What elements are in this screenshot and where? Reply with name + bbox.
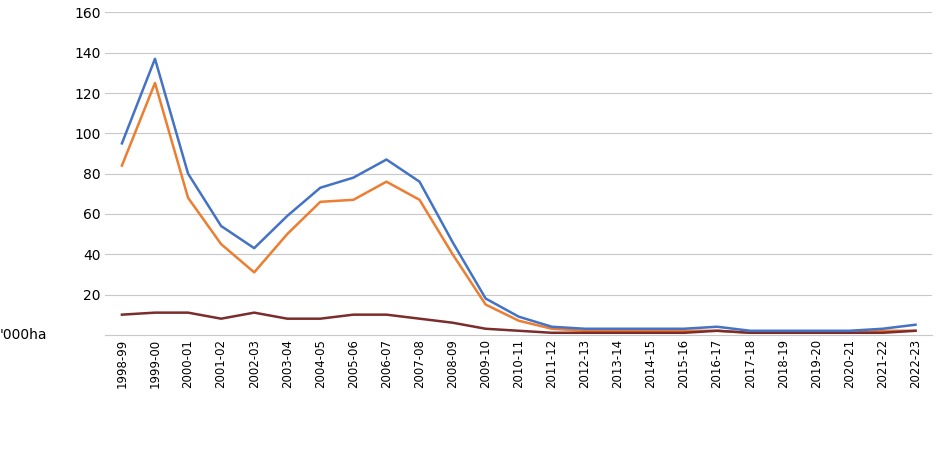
Softwood [182, 310, 193, 315]
Total [480, 296, 491, 301]
Hardwood [381, 179, 393, 185]
Total [910, 322, 921, 327]
Hardwood [579, 328, 591, 333]
Softwood [282, 316, 293, 321]
Softwood [215, 316, 226, 321]
Total [315, 185, 326, 191]
Softwood [612, 330, 623, 336]
Total [282, 213, 293, 219]
Softwood [678, 330, 689, 336]
Total [347, 175, 359, 180]
Hardwood [215, 241, 226, 247]
Total [381, 157, 393, 162]
Hardwood [745, 330, 756, 336]
Total [215, 223, 226, 229]
Hardwood [844, 330, 855, 336]
Softwood [116, 312, 128, 318]
Total [249, 246, 260, 251]
Hardwood [910, 328, 921, 333]
Softwood [513, 328, 524, 333]
Hardwood [116, 163, 128, 168]
Softwood [844, 330, 855, 336]
Total [678, 326, 689, 332]
Hardwood [347, 197, 359, 203]
Total [149, 56, 161, 61]
Hardwood [810, 330, 822, 336]
Text: '000ha: '000ha [0, 328, 48, 342]
Softwood [877, 330, 888, 336]
Hardwood [480, 302, 491, 307]
Total [745, 328, 756, 333]
Hardwood [777, 330, 789, 336]
Softwood [579, 330, 591, 336]
Total [116, 140, 128, 146]
Hardwood [645, 328, 656, 333]
Total [877, 326, 888, 332]
Softwood [480, 326, 491, 332]
Hardwood [414, 197, 425, 203]
Total [414, 179, 425, 185]
Softwood [546, 330, 558, 336]
Hardwood [282, 231, 293, 237]
Hardwood [612, 328, 623, 333]
Hardwood [149, 80, 161, 86]
Total [513, 314, 524, 319]
Hardwood [678, 328, 689, 333]
Softwood [810, 330, 822, 336]
Total [447, 239, 458, 245]
Hardwood [712, 328, 723, 333]
Softwood [645, 330, 656, 336]
Total [579, 326, 591, 332]
Softwood [712, 328, 723, 333]
Line: Softwood: Softwood [122, 312, 916, 333]
Total [712, 324, 723, 330]
Softwood [381, 312, 393, 318]
Hardwood [182, 195, 193, 200]
Softwood [315, 316, 326, 321]
Total [810, 328, 822, 333]
Softwood [249, 310, 260, 315]
Hardwood [513, 318, 524, 324]
Total [546, 324, 558, 330]
Hardwood [315, 199, 326, 205]
Softwood [447, 320, 458, 325]
Hardwood [447, 252, 458, 257]
Total [612, 326, 623, 332]
Softwood [414, 316, 425, 321]
Hardwood [546, 326, 558, 332]
Line: Total: Total [122, 59, 916, 331]
Total [777, 328, 789, 333]
Hardwood [877, 328, 888, 333]
Hardwood [249, 270, 260, 275]
Softwood [149, 310, 161, 315]
Total [182, 171, 193, 176]
Softwood [777, 330, 789, 336]
Softwood [910, 328, 921, 333]
Total [844, 328, 855, 333]
Total [645, 326, 656, 332]
Softwood [347, 312, 359, 318]
Line: Hardwood: Hardwood [122, 83, 916, 333]
Softwood [745, 330, 756, 336]
